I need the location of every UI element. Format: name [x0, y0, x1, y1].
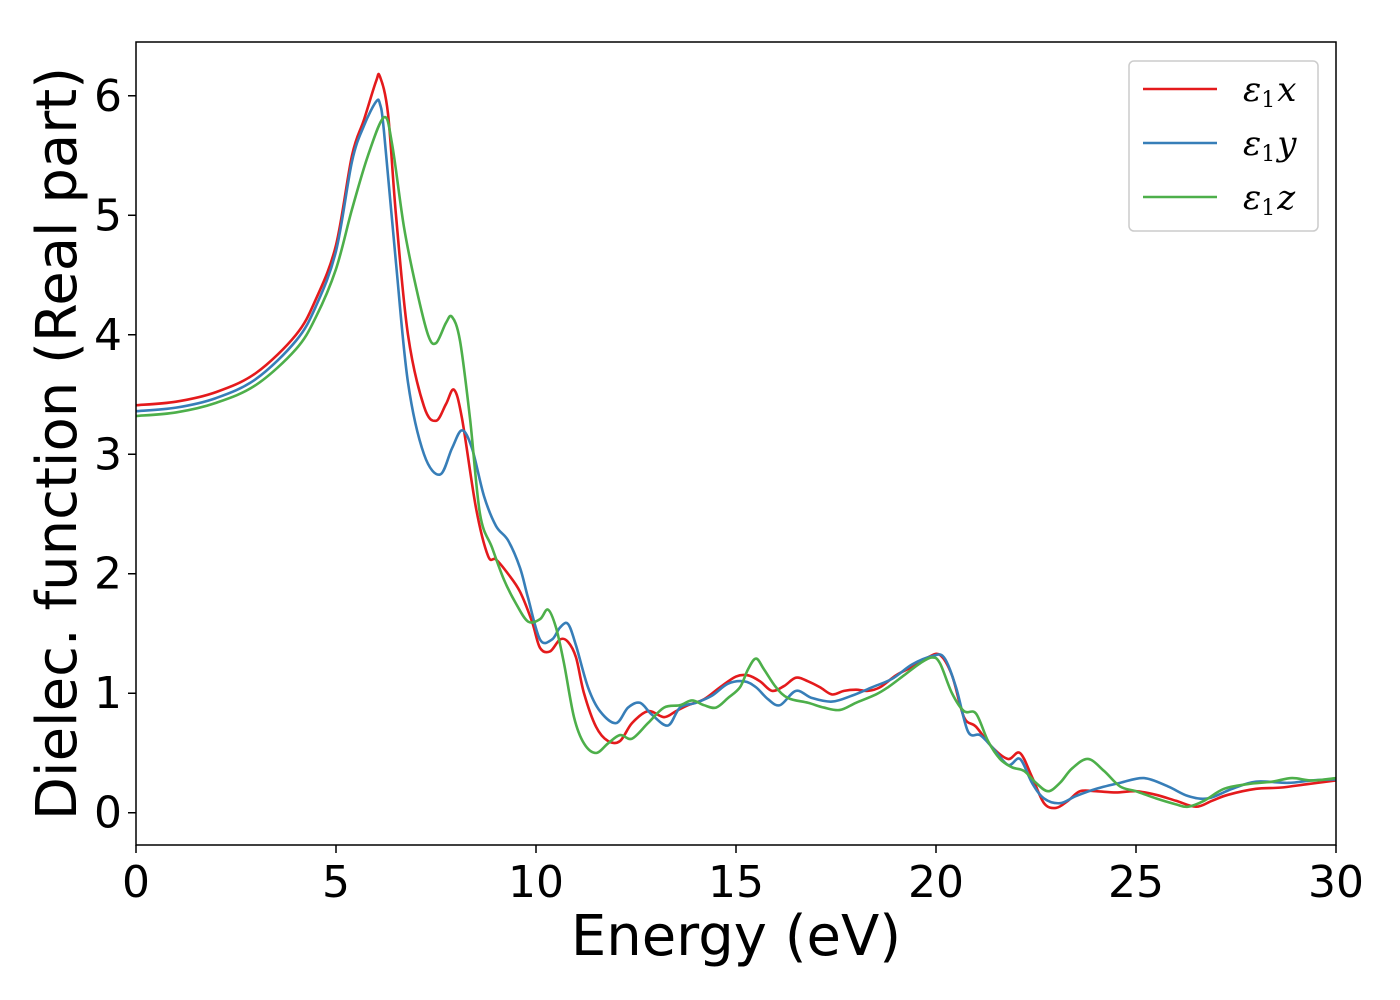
x-tick-label: 10 — [508, 857, 564, 908]
y-tick-label: 2 — [94, 549, 122, 600]
series-line-3 — [136, 115, 1336, 809]
y-tick-label: 0 — [94, 788, 122, 839]
x-tick-label: 15 — [708, 857, 764, 908]
axes-layer: 0 5 10 15 20 25 30 0 1 2 3 4 5 6 — [94, 71, 1364, 908]
legend-label: ε1x — [1243, 70, 1296, 113]
legend: ε1x ε1y ε1z — [1128, 60, 1319, 232]
series-layer — [136, 72, 1336, 810]
legend-frame — [1128, 60, 1319, 232]
y-tick-label: 6 — [94, 71, 122, 122]
x-axis-title: Energy (eV) — [571, 904, 901, 969]
legend-label: ε1y — [1243, 124, 1297, 167]
series-line-2 — [136, 98, 1336, 805]
x-tick-label: 25 — [1108, 857, 1164, 908]
y-tick-label: 4 — [94, 310, 122, 361]
x-tick-label: 5 — [322, 857, 350, 908]
y-tick-label: 1 — [94, 668, 122, 719]
x-tick-label: 0 — [122, 857, 150, 908]
y-tick-label: 3 — [94, 429, 122, 480]
series-line-1 — [136, 72, 1336, 810]
x-tick-label: 30 — [1308, 857, 1364, 908]
x-tick-label: 20 — [908, 857, 964, 908]
legend-label: ε1z — [1243, 178, 1296, 221]
y-tick-label: 5 — [94, 190, 122, 241]
y-axis-title: Dielec. function (Real part) — [25, 67, 90, 820]
